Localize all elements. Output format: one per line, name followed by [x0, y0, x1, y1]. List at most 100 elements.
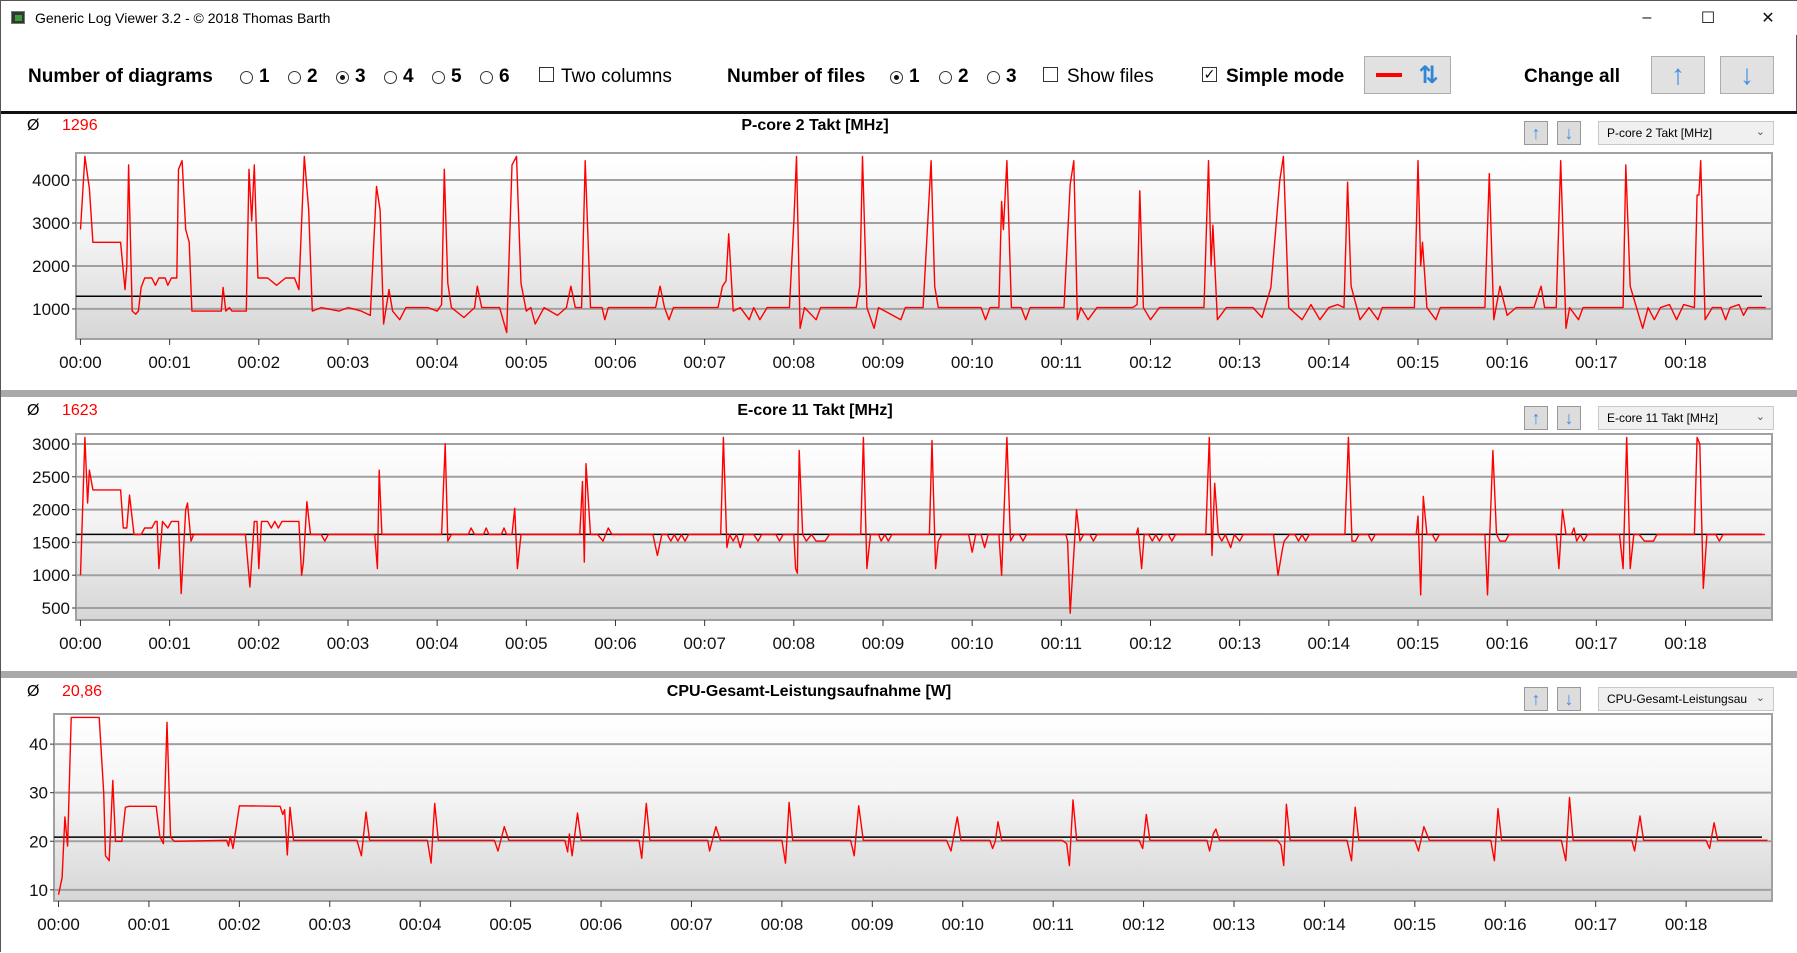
- diagrams-radio-5[interactable]: [432, 71, 445, 84]
- series-line: [79, 155, 1766, 334]
- x-tick-label: 00:11: [1033, 915, 1074, 934]
- x-tick-label: 00:16: [1484, 915, 1527, 934]
- simple-mode-checkbox[interactable]: ✓: [1202, 67, 1217, 82]
- x-tick-label: 00:00: [37, 915, 80, 934]
- series-selector-dropdown[interactable]: CPU-Gesamt-Leistungsau ⌄: [1598, 687, 1774, 711]
- arrow-up-icon: ↑: [1671, 59, 1685, 90]
- files-radio-1[interactable]: [890, 71, 903, 84]
- minimize-button[interactable]: –: [1642, 9, 1652, 26]
- panel-separator[interactable]: [1, 390, 1797, 397]
- close-button[interactable]: ✕: [1761, 10, 1775, 27]
- y-tick-label: 2500: [32, 468, 70, 487]
- diagrams-radio-label: 5: [451, 66, 462, 87]
- two-columns-checkbox[interactable]: [539, 67, 554, 82]
- x-tick-label: 00:07: [683, 353, 726, 372]
- x-tick-label: 00:06: [594, 353, 637, 372]
- arrow-down-icon: ↓: [1564, 407, 1574, 428]
- line-style-refresh-button[interactable]: ⇅: [1364, 56, 1451, 94]
- diagrams-radio-1[interactable]: [240, 71, 253, 84]
- x-tick-label: 00:06: [594, 634, 637, 653]
- arrow-down-icon: ↓: [1740, 59, 1754, 90]
- average-value: 1623: [62, 402, 98, 419]
- show-files-checkbox[interactable]: [1043, 67, 1058, 82]
- move-down-button[interactable]: ↓: [1557, 406, 1581, 430]
- two-columns-label: Two columns: [561, 66, 672, 87]
- red-line-icon: [1376, 73, 1403, 77]
- average-symbol: Ø: [27, 402, 40, 419]
- x-tick-label: 00:08: [773, 353, 816, 372]
- x-tick-label: 00:14: [1308, 353, 1351, 372]
- change-all-down-button[interactable]: ↓: [1720, 56, 1774, 94]
- series-selector-dropdown[interactable]: P-core 2 Takt [MHz] ⌄: [1598, 121, 1774, 145]
- files-radio-2[interactable]: [939, 71, 952, 84]
- x-tick-label: 00:05: [505, 634, 548, 653]
- title-bar: Generic Log Viewer 3.2 - © 2018 Thomas B…: [1, 1, 1797, 35]
- x-tick-label: 00:10: [951, 634, 994, 653]
- change-all-up-button[interactable]: ↑: [1651, 56, 1705, 94]
- x-tick-label: 00:08: [773, 634, 816, 653]
- files-radio-3[interactable]: [987, 71, 1000, 84]
- simple-mode-label: Simple mode: [1226, 66, 1345, 87]
- diagram-panel-1: Ø 1296 P-core 2 Takt [MHz] ↑ ↓ P-core 2 Takt …: [1, 114, 1797, 390]
- x-tick-label: 00:17: [1575, 353, 1618, 372]
- series-selector-dropdown[interactable]: E-core 11 Takt [MHz] ⌄: [1598, 406, 1774, 430]
- arrow-down-icon: ↓: [1564, 688, 1574, 709]
- arrow-up-icon: ↑: [1531, 407, 1541, 428]
- line-chart: 500 1000 1500 2000 2500 3000 00:00 00:01 00:02 00…: [32, 433, 1773, 653]
- maximize-button[interactable]: ☐: [1700, 10, 1716, 27]
- x-tick-label: 00:11: [1041, 634, 1082, 653]
- diagram-panel-2: Ø 1623 E-core 11 Takt [MHz] ↑ ↓ E-core 11 Tak…: [1, 397, 1797, 671]
- x-tick-label: 00:16: [1486, 634, 1529, 653]
- x-tick-label: 00:18: [1665, 915, 1708, 934]
- x-tick-label: 00:13: [1218, 353, 1261, 372]
- move-up-button[interactable]: ↑: [1524, 121, 1548, 145]
- series-line: [79, 436, 1765, 614]
- x-tick-label: 00:08: [761, 915, 804, 934]
- average-symbol: Ø: [27, 117, 40, 134]
- y-tick-label: 40: [29, 735, 48, 754]
- diagrams-radio-label: 3: [355, 66, 366, 87]
- show-files-label: Show files: [1067, 66, 1154, 87]
- x-tick-label: 00:15: [1397, 634, 1440, 653]
- files-radio-label: 2: [958, 66, 969, 87]
- diagrams-radio-6[interactable]: [480, 71, 493, 84]
- y-tick-label: 3000: [32, 214, 70, 233]
- y-tick-label: 1500: [32, 533, 70, 552]
- x-tick-label: 00:04: [416, 353, 459, 372]
- x-tick-label: 00:03: [327, 634, 370, 653]
- move-down-button[interactable]: ↓: [1557, 121, 1581, 145]
- move-down-button[interactable]: ↓: [1557, 687, 1581, 711]
- selected-series: P-core 2 Takt [MHz]: [1607, 126, 1713, 140]
- x-tick-label: 00:07: [683, 634, 726, 653]
- move-up-button[interactable]: ↑: [1524, 687, 1548, 711]
- x-tick-label: 00:03: [309, 915, 352, 934]
- diagrams-radio-3[interactable]: [336, 71, 349, 84]
- number-of-diagrams-label: Number of diagrams: [28, 66, 213, 87]
- app-icon: [11, 11, 25, 24]
- diagrams-radio-2[interactable]: [288, 71, 301, 84]
- x-tick-label: 00:03: [327, 353, 370, 372]
- arrow-up-icon: ↑: [1531, 122, 1541, 143]
- diagrams-radio-label: 6: [499, 66, 510, 87]
- y-tick-label: 2000: [32, 257, 70, 276]
- y-tick-label: 30: [29, 784, 48, 803]
- diagrams-radio-label: 1: [259, 66, 270, 87]
- diagrams-radio-4[interactable]: [384, 71, 397, 84]
- x-tick-label: 00:17: [1575, 634, 1618, 653]
- x-tick-label: 00:10: [951, 353, 994, 372]
- x-tick-label: 00:13: [1213, 915, 1256, 934]
- files-radio-label: 1: [909, 66, 920, 87]
- x-tick-label: 00:01: [148, 634, 191, 653]
- refresh-icon: ⇅: [1418, 61, 1439, 89]
- move-up-button[interactable]: ↑: [1524, 406, 1548, 430]
- window-title: Generic Log Viewer 3.2 - © 2018 Thomas B…: [35, 10, 331, 26]
- panel-separator[interactable]: [1, 671, 1797, 678]
- x-tick-label: 00:18: [1664, 353, 1707, 372]
- y-tick-label: 10: [29, 881, 48, 900]
- x-tick-label: 00:15: [1397, 353, 1440, 372]
- x-tick-label: 00:09: [862, 634, 905, 653]
- average-value: 20,86: [62, 683, 103, 700]
- x-tick-label: 00:16: [1486, 353, 1529, 372]
- checkmark-icon: ✓: [1203, 66, 1216, 82]
- series-line: [57, 716, 1768, 895]
